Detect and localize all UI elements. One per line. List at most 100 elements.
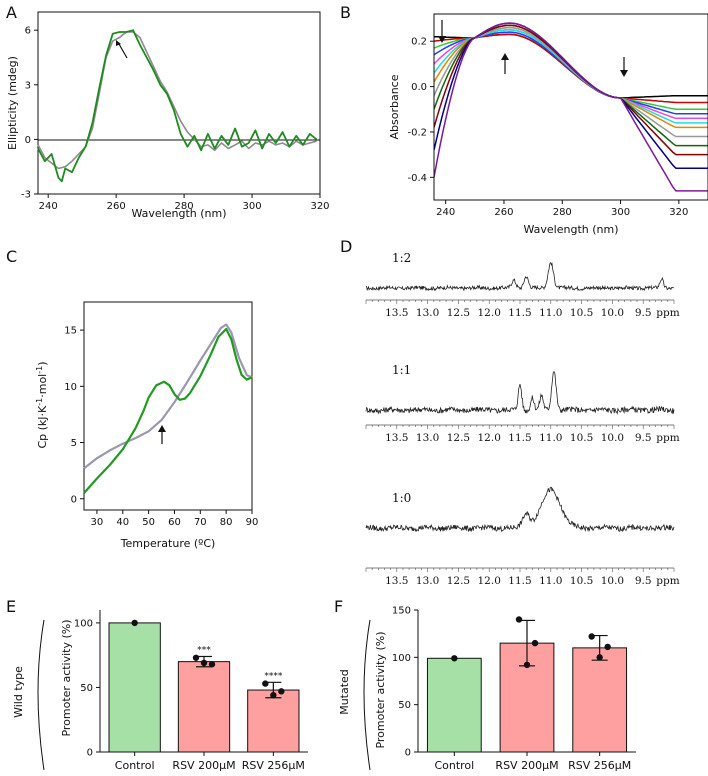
panel-b-ytick-label: -0.4	[407, 173, 427, 184]
panel-c-arrow	[158, 425, 166, 444]
panel-b-xtick-label: 300	[611, 207, 630, 218]
panel-c-ytick-label: 5	[71, 438, 77, 449]
panel-f-ytick-label: 0	[405, 748, 411, 759]
panel-e-ytick-label: 0	[87, 748, 93, 759]
panel-d-ratio-label: 1:2	[392, 251, 411, 265]
panel-d-tick-label: 12.5	[447, 307, 470, 319]
panel-c-ytick-label: 0	[71, 494, 77, 505]
panel-c-xtick-label: 90	[246, 517, 259, 528]
panel-a-series-green	[37, 29, 318, 183]
panel-label-e: E	[6, 597, 16, 616]
panel-f-data-point	[588, 633, 595, 640]
panel-d-tick-label: 13.0	[416, 432, 439, 444]
panel-d-tick-label: 13.5	[385, 307, 408, 319]
panel-e-bar	[177, 661, 231, 753]
panel-b-series-purple	[434, 22, 708, 192]
panel-d-tick-label: 11.0	[539, 575, 562, 587]
panel-a-ytick-label: -3	[21, 190, 31, 201]
panel-d-tick-label: 13.5	[385, 575, 408, 587]
panel-label-c: C	[6, 247, 17, 266]
panel-c-ylabel: Cp (kJ·K-1·mol-1)	[35, 361, 49, 448]
panel-e-data-point	[270, 692, 277, 699]
panel-a-arrow	[116, 40, 128, 59]
panel-c-xtick-label: 30	[91, 517, 104, 528]
panel-a-ytick-label: 0	[25, 135, 31, 146]
panel-d-tick-label: 12.0	[478, 575, 501, 587]
panel-d-trace	[365, 486, 675, 533]
panel-b-xtick-label: 320	[669, 207, 688, 218]
panel-a-xtick-label: 320	[310, 201, 329, 212]
panel-d-tick-label: 11.5	[508, 307, 531, 319]
panel-a-xtick-label: 280	[175, 201, 194, 212]
panel-b-ytick-label: 0.0	[411, 82, 427, 93]
panel-a-ylabel: Ellipticity (mdeg)	[6, 56, 19, 150]
panel-e-significance: ****	[264, 671, 283, 681]
panel-e-data-point	[208, 661, 216, 668]
panel-c-xlabel: Temperature (ºC)	[120, 537, 216, 550]
panel-c-xtick-label: 50	[142, 517, 155, 528]
panel-b-series-orange	[434, 26, 708, 129]
panel-d-tick-label: 10.0	[601, 575, 624, 587]
panel-label-d: D	[340, 237, 352, 256]
panel-c-xtick-label: 60	[168, 517, 181, 528]
panel-c-ticks: 30 40 50 60 70 80 90 0 5 10 15	[64, 326, 258, 528]
panel-f-data-point	[515, 616, 523, 623]
panel-d-tick-label: 12.5	[447, 575, 470, 587]
panel-a-frame	[37, 11, 321, 195]
panel-f-bar	[572, 647, 628, 753]
panel-f-bar	[426, 657, 482, 753]
panel-d-tick-label: 12.0	[478, 307, 501, 319]
panel-label-a: A	[6, 3, 17, 22]
panel-e-side-bracket	[37, 619, 45, 771]
panel-f-side-label: Mutated	[338, 669, 351, 715]
panel-b-series-cyan	[434, 29, 708, 124]
panel-d-trace	[365, 371, 675, 415]
panel-b-ticks: 240 260 280 300 320 -0.4 -0.2 0.0 0.2	[407, 37, 688, 218]
panel-d-tick-label: 13.0	[416, 575, 439, 587]
panel-e-data-point	[262, 680, 269, 687]
panel-c-dsc: 30 40 50 60 70 80 90 0 5 10 15 Temperature (ºC) Cp…	[35, 301, 258, 550]
panel-f-ytick-label: 100	[392, 653, 411, 664]
panel-f-data-point	[531, 639, 539, 647]
panel-e-category-label: RSV 200μM	[172, 759, 235, 772]
panel-b-uv-spectra: 240 260 280 300 320 -0.4 -0.2 0.0 0.2 Wavelength…	[388, 13, 708, 236]
panel-b-series	[434, 22, 708, 192]
panel-c-series-green	[83, 327, 253, 494]
panel-b-series-gray	[434, 26, 708, 138]
panel-a-ytick-label: 3	[25, 80, 31, 91]
panel-d-nmr: 1:2 13.5 13.0 12.5 12.0 11.5 11.0 10.5 10.0 9.5 pp…	[365, 251, 680, 587]
panel-f-bar-chart: Mutated Promoter activity (%) 0 50 100 150 C…	[338, 606, 636, 772]
panel-d-tick-label: 13.0	[416, 307, 439, 319]
panel-c-ytick-label: 10	[64, 382, 77, 393]
panel-b-xtick-label: 280	[553, 207, 572, 218]
panel-d-tick-label: 10.5	[570, 432, 593, 444]
panel-e-plot: 0 50 100 Control *** RSV 200μM **** RSV 256μM	[74, 610, 308, 772]
panel-e-significance: ***	[197, 645, 211, 655]
panel-e-ytick-label: 100	[74, 618, 93, 629]
panel-a-ytick-label: 6	[25, 26, 31, 37]
panel-d-ppm-label: ppm	[656, 307, 679, 319]
panel-b-ytick-label: -0.2	[407, 127, 427, 138]
panel-c-ytick-label: 15	[64, 326, 77, 337]
panel-label-f: F	[334, 597, 343, 616]
panel-d-tick-label: 10.5	[570, 307, 593, 319]
panel-e-ylabel: Promoter activity (%)	[60, 619, 73, 736]
panel-f-category-label: RSV 256μM	[568, 759, 631, 772]
panel-label-b: B	[340, 3, 351, 22]
panel-c-ylabel-mid: ·mol	[36, 374, 49, 398]
panel-e-side-label: Wild type	[12, 666, 25, 718]
panel-d-tick-label: 10.0	[601, 432, 624, 444]
panel-f-ytick-label: 150	[392, 606, 411, 617]
panel-d-ratio-label: 1:1	[392, 363, 411, 377]
panel-d-tick-label: 10.5	[570, 575, 593, 587]
panel-f-ytick-label: 50	[398, 700, 411, 711]
panel-a-ticks: 240 260 280 300 320 -3 0 3 6	[21, 26, 330, 212]
panel-e-bar-chart: Wild type Promoter activity (%) 0 50 100 Co…	[12, 610, 308, 772]
panel-d-ppm-label: ppm	[656, 575, 679, 587]
panel-f-side-bracket	[363, 619, 371, 771]
panel-a-xtick-label: 260	[107, 201, 126, 212]
panel-f-category-label: Control	[434, 759, 474, 772]
panel-d-tick-label: 11.0	[539, 307, 562, 319]
panel-f-data-point	[596, 654, 603, 661]
panel-a-series-gray	[37, 31, 317, 170]
